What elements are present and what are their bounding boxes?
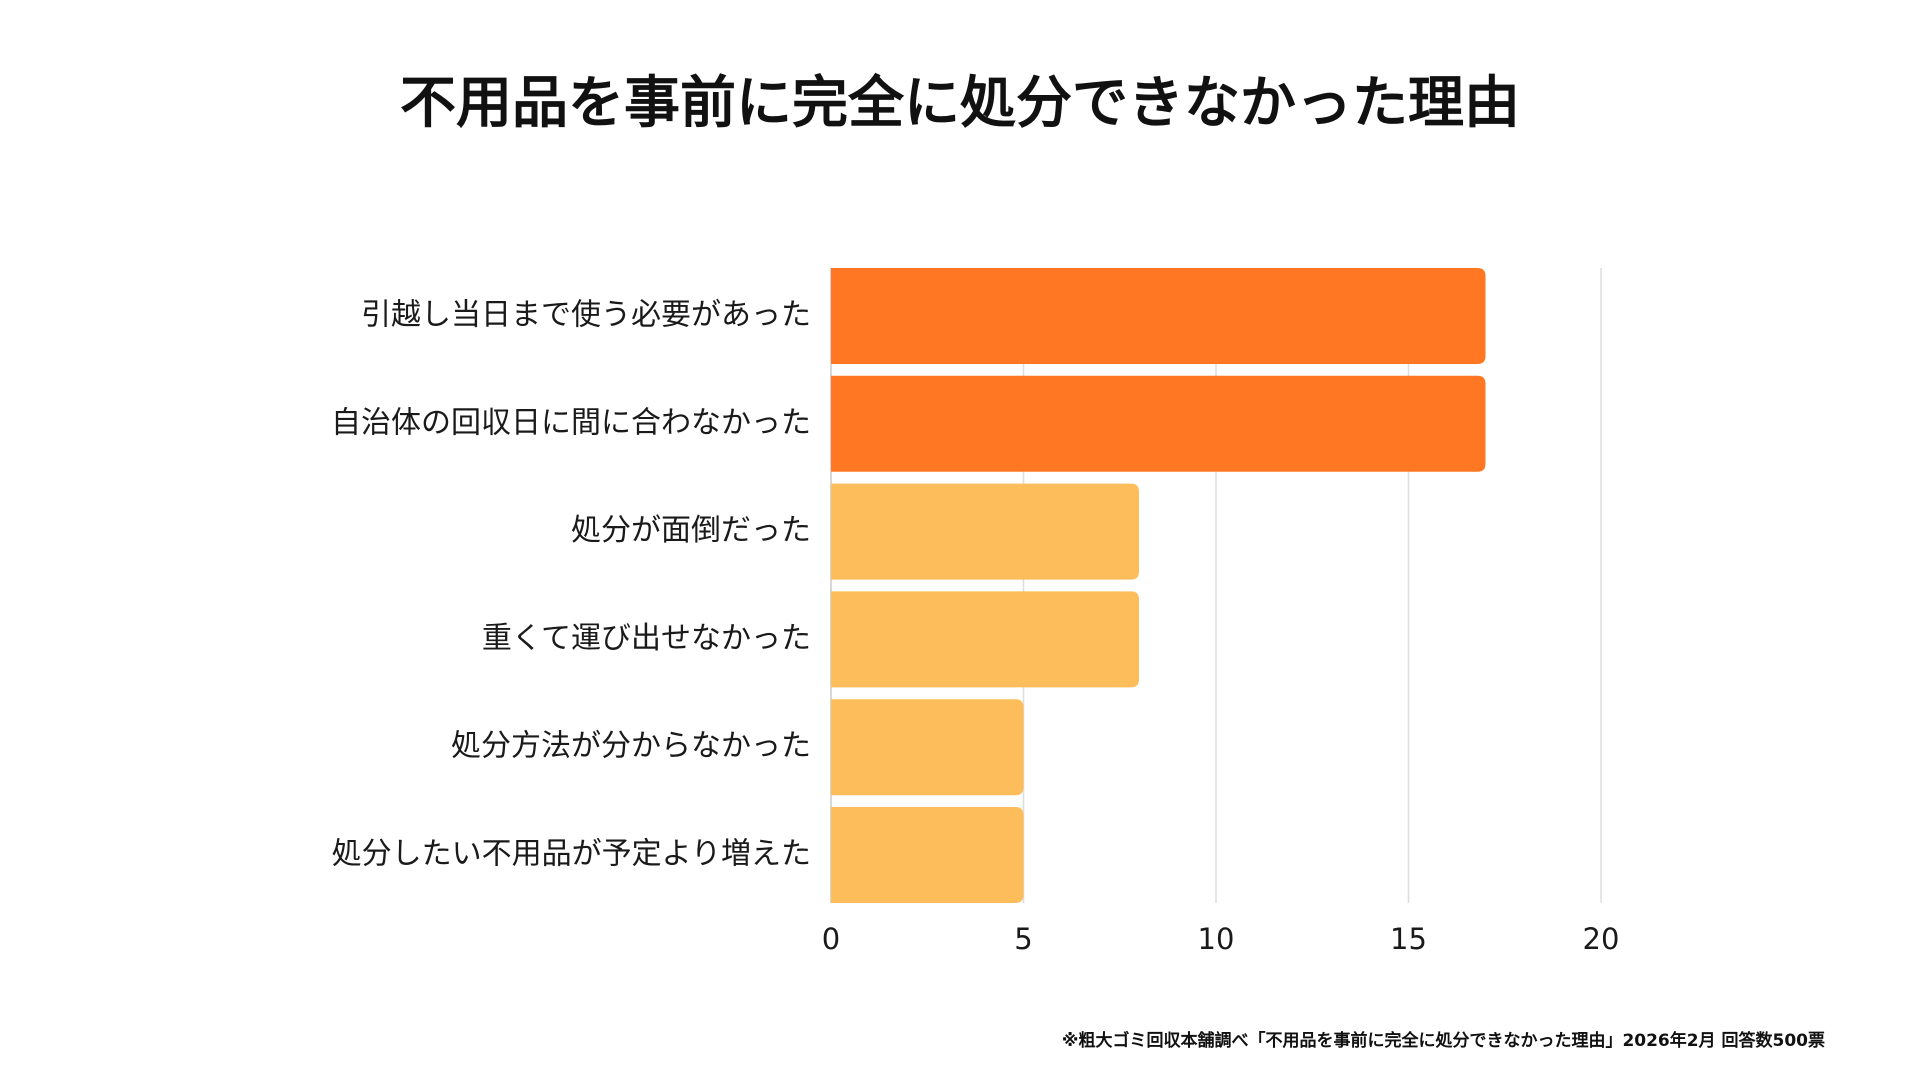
bar bbox=[831, 375, 1486, 472]
bar bbox=[831, 591, 1139, 688]
x-tick-label: 5 bbox=[1014, 922, 1032, 956]
category-label: 処分方法が分からなかった bbox=[451, 729, 811, 764]
bar bbox=[831, 807, 1024, 903]
category-label: 処分したい不用品が予定より増えた bbox=[332, 837, 811, 872]
x-tick-label: 0 bbox=[822, 922, 840, 956]
bar bbox=[831, 268, 1486, 364]
category-label: 処分が面倒だった bbox=[571, 513, 811, 548]
bar bbox=[831, 699, 1024, 796]
x-tick-label: 10 bbox=[1198, 922, 1235, 956]
x-tick-label: 20 bbox=[1583, 922, 1620, 956]
chart-title: 不用品を事前に完全に処分できなかった理由 bbox=[400, 71, 1520, 136]
x-tick-label: 15 bbox=[1390, 922, 1427, 956]
category-label: 自治体の回収日に間に合わなかった bbox=[331, 405, 811, 440]
category-label: 重くて運び出せなかった bbox=[482, 621, 811, 656]
bar bbox=[831, 483, 1139, 580]
source-footnote: ※粗大ゴミ回収本舗調べ「不用品を事前に完全に処分できなかった理由」2026年2月… bbox=[1061, 1031, 1825, 1051]
category-label: 引越し当日まで使う必要があった bbox=[361, 298, 811, 333]
